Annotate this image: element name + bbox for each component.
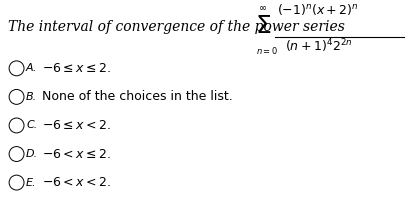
Text: $n{=}0$: $n{=}0$ (255, 45, 278, 56)
Text: C.: C. (26, 120, 37, 131)
Text: $-6 \leq x \leq 2.$: $-6 \leq x \leq 2.$ (42, 62, 111, 75)
Text: $\infty$: $\infty$ (257, 2, 266, 12)
Text: $(-1)^{n}(x+2)^{n}$: $(-1)^{n}(x+2)^{n}$ (276, 2, 357, 17)
Text: None of the choices in the list.: None of the choices in the list. (42, 90, 232, 103)
Text: The interval of convergence of the power series: The interval of convergence of the power… (8, 20, 344, 34)
Text: $-6 \leq x < 2.$: $-6 \leq x < 2.$ (42, 119, 111, 132)
Text: $-6 < x < 2.$: $-6 < x < 2.$ (42, 176, 111, 189)
Text: A.: A. (26, 63, 37, 73)
Text: $(n+1)^{4} 2^{2n}$: $(n+1)^{4} 2^{2n}$ (284, 38, 351, 55)
Text: $\Sigma$: $\Sigma$ (254, 14, 270, 38)
Text: D.: D. (26, 149, 38, 159)
Text: B.: B. (26, 92, 37, 102)
Text: $-6 < x \leq 2.$: $-6 < x \leq 2.$ (42, 147, 111, 161)
Text: E.: E. (26, 177, 36, 188)
